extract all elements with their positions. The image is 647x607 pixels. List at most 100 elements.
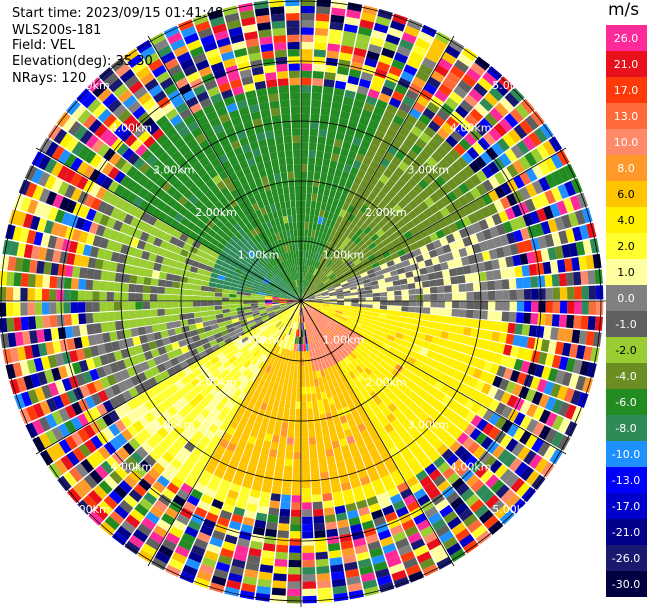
velocity-cell [83, 474, 98, 489]
velocity-cell [40, 356, 51, 370]
velocity-cell [120, 188, 132, 201]
velocity-cell [260, 447, 270, 456]
velocity-cell [461, 256, 470, 266]
velocity-cell [211, 530, 226, 541]
velocity-cell [106, 217, 117, 229]
velocity-cell [209, 277, 218, 283]
velocity-cell [316, 573, 331, 582]
velocity-cell [399, 254, 409, 262]
velocity-cell [274, 173, 282, 182]
velocity-cell [339, 208, 347, 218]
velocity-cell [410, 429, 422, 441]
velocity-cell [424, 185, 435, 197]
velocity-cell [273, 566, 288, 575]
velocity-cell [295, 279, 298, 288]
velocity-cell [365, 301, 373, 305]
velocity-cell [315, 333, 321, 341]
velocity-cell [433, 456, 446, 469]
velocity-cell [441, 485, 456, 499]
velocity-cell [446, 423, 458, 436]
velocity-cell [249, 397, 258, 407]
velocity-cell [346, 575, 361, 586]
velocity-cell [157, 316, 166, 324]
velocity-cell [234, 340, 243, 348]
velocity-cell [444, 293, 453, 301]
velocity-cell [161, 139, 174, 152]
velocity-cell [469, 499, 485, 513]
velocity-cell [517, 446, 531, 461]
velocity-cell [311, 327, 316, 335]
velocity-cell [289, 292, 296, 297]
velocity-cell [295, 307, 299, 315]
velocity-cell [462, 236, 472, 247]
velocity-cell [209, 388, 220, 398]
velocity-cell [488, 426, 501, 440]
velocity-cell [390, 269, 399, 277]
velocity-cell [139, 231, 150, 242]
velocity-cell [162, 422, 174, 434]
velocity-cell [113, 170, 126, 184]
velocity-cell [184, 392, 194, 403]
velocity-cell [260, 207, 267, 216]
velocity-cell [247, 134, 258, 144]
velocity-cell [229, 394, 239, 404]
velocity-cell [502, 301, 510, 311]
velocity-cell [348, 516, 361, 527]
velocity-cell [528, 263, 538, 276]
velocity-cell [322, 398, 329, 407]
velocity-cell [412, 101, 426, 114]
velocity-cell [366, 166, 376, 176]
velocity-cell [482, 361, 493, 373]
velocity-cell [135, 446, 149, 459]
velocity-cell [127, 119, 142, 133]
velocity-cell [295, 301, 301, 307]
velocity-cell [321, 165, 329, 175]
velocity-cell [324, 514, 336, 523]
velocity-cell [291, 502, 301, 510]
velocity-cell [284, 276, 290, 284]
velocity-cell [243, 394, 252, 404]
velocity-cell [287, 335, 292, 343]
velocity-cell [475, 484, 490, 498]
velocity-cell [446, 191, 458, 203]
velocity-cell [397, 234, 407, 243]
velocity-cell [269, 281, 277, 287]
velocity-cell [291, 357, 295, 366]
velocity-cell [323, 188, 331, 197]
velocity-cell [297, 358, 301, 366]
velocity-cell [446, 453, 459, 467]
velocity-cell [305, 321, 309, 330]
velocity-cell [113, 83, 128, 98]
velocity-cell [143, 369, 154, 380]
velocity-cell [456, 432, 469, 445]
velocity-cell [312, 318, 318, 326]
velocity-cell [322, 295, 330, 298]
velocity-cell [317, 262, 323, 270]
velocity-cell [158, 544, 174, 558]
velocity-cell [283, 245, 288, 254]
velocity-cell [348, 316, 356, 322]
velocity-cell [166, 350, 176, 360]
velocity-cell [257, 301, 265, 304]
velocity-cell [103, 441, 117, 456]
velocity-cell [420, 320, 429, 328]
velocity-cell [214, 301, 222, 306]
velocity-cell [520, 360, 531, 374]
velocity-cell [444, 435, 457, 448]
velocity-cell [217, 321, 226, 328]
velocity-cell [481, 383, 492, 395]
velocity-cell [337, 301, 345, 303]
velocity-cell [328, 252, 335, 261]
velocity-cell [476, 183, 488, 196]
velocity-cell [297, 315, 300, 323]
velocity-cell [549, 260, 559, 274]
velocity-cell [224, 390, 234, 400]
velocity-cell [233, 204, 242, 214]
velocity-cell [308, 302, 316, 305]
velocity-cell [403, 397, 414, 408]
velocity-cell [199, 156, 211, 167]
velocity-cell [327, 288, 336, 292]
velocity-cell [265, 167, 274, 176]
velocity-cell [159, 439, 171, 451]
velocity-cell [468, 336, 478, 347]
